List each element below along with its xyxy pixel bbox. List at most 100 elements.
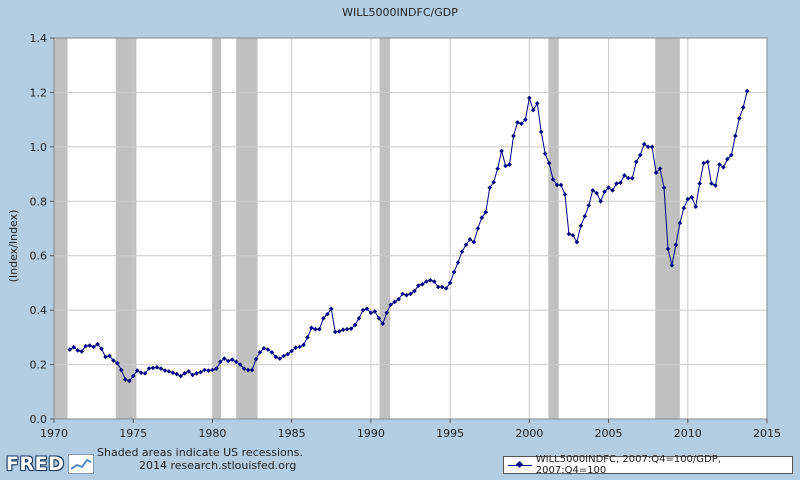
recession-band: [548, 38, 559, 419]
data-point: [412, 288, 417, 294]
data-point: [562, 192, 568, 197]
data-point: [313, 326, 318, 332]
data-point: [273, 354, 279, 360]
data-point: [447, 280, 453, 286]
data-point: [574, 239, 580, 245]
data-point: [150, 365, 156, 371]
data-point: [99, 346, 104, 352]
data-point: [368, 310, 374, 316]
y-tick-label: 0.6: [30, 250, 48, 263]
y-tick-label: 1.0: [30, 141, 48, 154]
data-point: [123, 377, 128, 382]
y-tick-label: 1.4: [30, 32, 48, 45]
data-point: [79, 349, 85, 354]
legend-swatch: [508, 460, 532, 470]
data-point: [713, 183, 718, 188]
data-point: [649, 144, 655, 150]
series-line: [69, 90, 748, 382]
x-tick-label: 1985: [278, 427, 306, 440]
data-point: [269, 350, 275, 355]
data-point: [515, 120, 520, 125]
data-point: [233, 359, 239, 365]
y-axis-title: (Index/Index): [7, 210, 20, 283]
data-point: [297, 344, 302, 350]
y-tick-label: 1.2: [30, 86, 48, 99]
data-point: [328, 306, 334, 312]
data-point: [91, 344, 96, 350]
data-point: [618, 180, 623, 186]
data-point: [507, 162, 512, 167]
plot-border: [53, 37, 768, 420]
data-point: [289, 348, 294, 354]
x-tick-label: 2010: [674, 427, 702, 440]
data-point: [67, 347, 73, 352]
y-tick-label: 0.2: [30, 359, 48, 372]
chart-title: WILL5000INDFC/GDP: [342, 6, 458, 19]
data-point: [622, 173, 627, 178]
series: [67, 88, 750, 384]
data-point: [689, 194, 695, 200]
recession-band: [54, 38, 68, 419]
data-point: [241, 366, 247, 371]
x-tick-label: 1970: [40, 427, 68, 440]
data-point: [633, 159, 639, 165]
x-tick-label: 1975: [119, 427, 147, 440]
data-point: [364, 306, 370, 312]
data-point: [483, 209, 489, 215]
data-point: [479, 215, 485, 220]
data-point: [641, 141, 647, 147]
graph-icon: [68, 454, 95, 474]
data-point: [103, 354, 108, 360]
data-point: [174, 371, 180, 377]
data-point: [586, 203, 592, 208]
data-point: [83, 343, 88, 349]
data-point: [614, 181, 619, 186]
x-tick-label: 2005: [595, 427, 623, 440]
axes: 0.0 0.2 0.4 0.6 0.8 1.0 1.2 1.4 1970 1975 1980 1985…: [30, 32, 782, 440]
data-point: [348, 326, 354, 331]
data-point: [558, 182, 564, 188]
data-point: [657, 166, 663, 171]
source-note: 2014 research.stlouisfed.org: [139, 459, 297, 472]
data-point: [527, 95, 532, 101]
data-point: [463, 242, 469, 248]
data-point: [340, 327, 346, 333]
data-point: [408, 291, 413, 297]
data-point: [202, 367, 207, 373]
data-point: [190, 372, 195, 378]
data-point: [344, 326, 350, 332]
data-point: [606, 185, 611, 190]
data-point: [285, 351, 291, 357]
data-point: [653, 170, 659, 176]
data-point: [665, 246, 671, 252]
data-point: [677, 220, 683, 226]
fred-logo[interactable]: FRED: [6, 452, 95, 476]
data-point: [570, 233, 576, 238]
data-point: [388, 302, 393, 307]
data-point: [384, 310, 390, 316]
data-point: [146, 366, 152, 371]
data-point: [392, 299, 397, 305]
data-point: [305, 335, 310, 340]
data-point: [467, 237, 473, 242]
data-point: [115, 360, 120, 366]
data-point: [439, 284, 445, 290]
data-point: [475, 226, 481, 231]
data-point: [645, 144, 651, 150]
data-point: [332, 329, 338, 335]
data-point: [705, 159, 710, 165]
data-point: [744, 88, 750, 94]
data-point: [281, 353, 287, 359]
data-point: [673, 242, 679, 248]
data-point: [317, 326, 322, 332]
recession-band: [379, 38, 390, 419]
data-point: [602, 189, 607, 195]
data-point: [75, 348, 81, 353]
data-point: [126, 378, 132, 384]
data-point: [277, 356, 283, 361]
data-point: [534, 101, 540, 106]
data-point: [530, 107, 536, 113]
recession-note: Shaded areas indicate US recessions. 201…: [97, 446, 303, 472]
y-tick-label: 0.4: [30, 304, 48, 317]
